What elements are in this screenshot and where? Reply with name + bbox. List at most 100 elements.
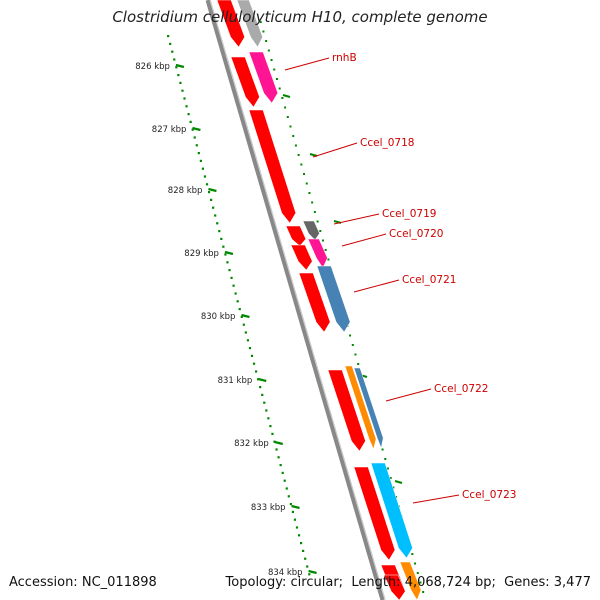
topology-value: circular — [290, 575, 339, 590]
accession-label: Accession: — [9, 575, 78, 590]
gene-arrow-reverse — [399, 561, 422, 600]
gene-arrow-forward — [298, 272, 331, 333]
ruler-tick — [208, 187, 217, 193]
ruler-dot — [285, 487, 288, 490]
ruler-dot — [238, 308, 241, 311]
ruler-tick — [257, 377, 267, 383]
outer-dot — [303, 173, 306, 175]
outer-dot — [384, 458, 387, 460]
outer-dot — [278, 87, 281, 90]
ruler-dot — [179, 81, 182, 84]
map-title: Clostridium cellulolyticum H10, complete… — [112, 8, 488, 26]
ruler-dot — [234, 292, 237, 295]
outer-dot — [313, 211, 316, 213]
ruler-dot — [214, 214, 217, 217]
gene-arrow-forward — [230, 56, 260, 108]
ruler-dot — [177, 74, 180, 77]
ruler-tick — [241, 313, 250, 319]
outer-dot — [262, 30, 265, 33]
gene-arrow-reverse — [307, 238, 328, 269]
accession-value: NC_011898 — [81, 575, 157, 590]
ruler-tick-label: 832 kbp — [234, 439, 269, 449]
ruler-tick-label: 828 kbp — [168, 186, 203, 196]
ruler-dot — [222, 245, 225, 248]
outer-dot — [308, 192, 311, 194]
label-connector — [412, 494, 460, 504]
gene-label: Ccel_0722 — [434, 383, 488, 395]
gene-label: rnhB — [332, 52, 357, 64]
length-value: 4,068,724 bp — [404, 575, 492, 590]
ruler-dot — [289, 503, 292, 506]
ruler-dot — [295, 526, 299, 529]
label-connector — [385, 388, 432, 402]
ruler-dot — [299, 542, 303, 545]
label-connector — [284, 57, 330, 71]
ruler-dot — [212, 206, 215, 209]
ruler-tick — [192, 126, 201, 132]
outer-dot — [389, 477, 392, 479]
ruler-dot — [244, 331, 247, 334]
gene-labels: rnhB Ccel_0718 Ccel_0719 Ccel_0720 Ccel_0721… — [332, 52, 516, 501]
gene-arrow-forward — [353, 466, 396, 561]
ruler-tick — [274, 440, 284, 446]
outer-dot — [414, 562, 417, 565]
ruler-dot — [273, 440, 276, 443]
ruler-dot — [171, 50, 174, 53]
ruler-dot — [257, 378, 260, 381]
ruler-dot — [191, 128, 194, 131]
outer-dot — [300, 163, 303, 166]
outer-dot — [422, 591, 425, 593]
outer-dot — [270, 59, 273, 61]
gene-arrow-reverse — [344, 365, 377, 450]
outer-dot — [311, 201, 314, 204]
ruler-tick-label: 829 kbp — [184, 249, 219, 259]
outer-dot — [349, 334, 352, 337]
ruler-dots — [167, 35, 311, 576]
outer-dot — [386, 467, 389, 470]
outer-dot — [327, 258, 330, 261]
outer-dot — [381, 448, 384, 451]
outer-dot — [324, 249, 327, 251]
ruler-dot — [199, 159, 202, 162]
outer-dot — [354, 353, 357, 356]
ruler-dot — [193, 136, 196, 139]
label-connector — [333, 213, 380, 225]
gene-label: Ccel_0720 — [389, 228, 443, 240]
ruler-dot — [263, 401, 266, 404]
outer-dot — [281, 97, 284, 99]
outer-dot — [284, 106, 287, 109]
genes-value: 3,477 — [553, 575, 591, 590]
gene-label: Ccel_0721 — [402, 274, 456, 286]
ruler-dot — [306, 565, 309, 568]
ruler-tick — [291, 504, 300, 510]
ruler-tick-label: 831 kbp — [218, 376, 253, 386]
gene-arrow-forward — [383, 574, 406, 600]
ruler-dot — [187, 113, 190, 116]
backbone-line — [205, 0, 386, 600]
ruler-dot — [207, 191, 211, 194]
ruler-dot — [265, 409, 268, 412]
ruler-dot — [216, 222, 219, 225]
backbone-highlight — [209, 0, 386, 600]
gene-label: Ccel_0718 — [360, 137, 414, 149]
ruler-dot — [240, 315, 243, 318]
outer-dot — [286, 116, 289, 118]
outer-dot — [267, 49, 270, 52]
ruler-dot — [175, 66, 178, 69]
ruler-dot — [275, 448, 278, 451]
ruler-dot — [261, 393, 264, 396]
gene-arrow-reverse — [370, 462, 413, 559]
ruler-dot — [218, 230, 221, 233]
outer-dot — [289, 125, 292, 128]
ruler-dot — [259, 386, 262, 389]
ruler-dot — [224, 253, 227, 256]
outer-dot — [275, 78, 278, 80]
gene-arrow-reverse — [316, 265, 351, 333]
ruler-dot — [277, 456, 280, 459]
gene-arrow-forward — [327, 369, 366, 452]
outer-dot — [316, 220, 319, 223]
gene-arrow-forward — [248, 109, 297, 224]
outer-tick — [394, 479, 403, 485]
ruler-tick — [175, 63, 185, 69]
